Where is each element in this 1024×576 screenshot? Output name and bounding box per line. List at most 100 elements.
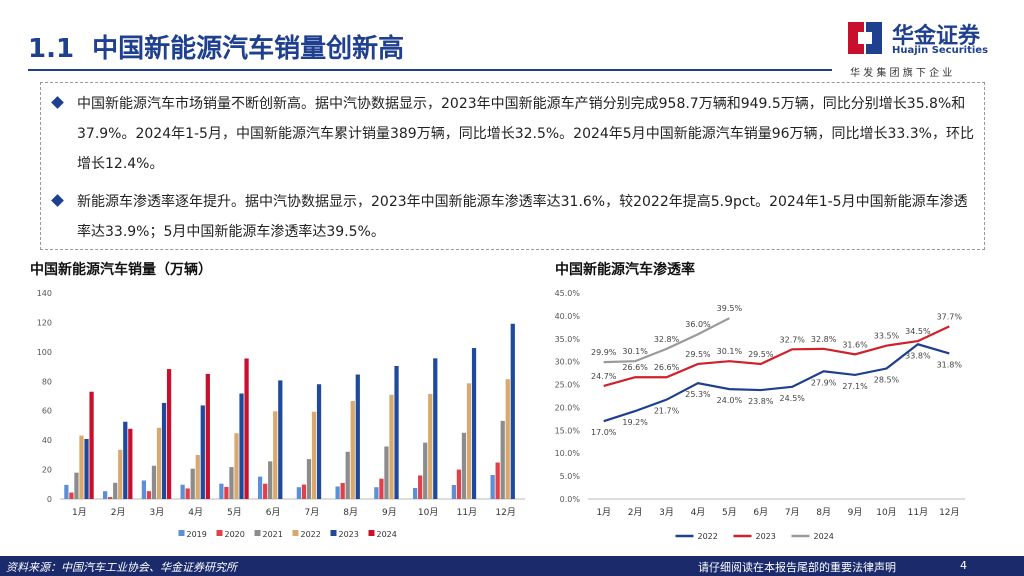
bar: [190, 468, 195, 499]
page-number: 4: [960, 559, 967, 572]
bar: [166, 369, 172, 499]
logo-en: Huajin Securities: [892, 45, 989, 56]
bar: [384, 446, 389, 499]
x-tick-label: 12月: [939, 507, 959, 518]
bar: [234, 433, 239, 499]
bar: [239, 393, 244, 499]
bar: [128, 428, 133, 499]
x-tick-label: 3月: [659, 507, 674, 518]
bar: [108, 497, 113, 499]
data-label: 30.1%: [717, 347, 743, 356]
bar: [374, 487, 379, 499]
y-tick-label: 40: [42, 436, 52, 445]
data-label: 24.5%: [779, 394, 805, 403]
header-title: 1.1 中国新能源汽车销量创新高: [28, 28, 404, 65]
bar: [495, 462, 500, 499]
chart-title: 中国新能源汽车渗透率: [555, 261, 695, 278]
y-tick-label: 80: [42, 377, 52, 386]
bar: [141, 480, 146, 499]
x-tick-label: 11月: [908, 507, 928, 518]
y-tick-label: 0.0%: [560, 495, 581, 504]
data-label: 26.6%: [622, 363, 648, 372]
x-tick-label: 4月: [188, 507, 203, 518]
bar: [428, 393, 433, 499]
bar: [345, 451, 350, 499]
legend-swatch: [292, 530, 299, 536]
data-label: 25.3%: [685, 390, 711, 399]
data-label: 32.8%: [654, 335, 680, 344]
legend-label: 2021: [263, 530, 283, 539]
bar: [200, 405, 205, 499]
title: 中国新能源汽车销量创新高: [92, 34, 405, 64]
y-tick-label: 5.0%: [560, 472, 581, 481]
data-label: 24.0%: [717, 396, 743, 405]
header-rule: [28, 69, 832, 71]
data-label: 21.7%: [654, 407, 680, 416]
bar: [268, 461, 273, 499]
legend-label: 2020: [225, 530, 245, 539]
data-label: 27.9%: [811, 378, 837, 387]
legend-swatch: [216, 530, 223, 536]
x-tick-label: 7月: [305, 507, 320, 518]
bar: [69, 492, 74, 499]
logo-mark: [848, 22, 882, 54]
data-label: 32.7%: [779, 335, 805, 344]
y-tick-label: 40.0%: [555, 312, 581, 321]
legend-swatch: [254, 530, 261, 536]
bar: [146, 491, 152, 499]
charts: 中国新能源汽车销量（万辆） 0 20 40 60 80 100 120 140 1月 2月 3月 4月 5…: [30, 261, 965, 541]
bar: [123, 421, 128, 499]
y-tick-label: 15.0%: [555, 426, 581, 435]
bar: [84, 438, 89, 499]
legend-label: 2023: [756, 532, 776, 541]
y-tick-label: 10.0%: [555, 449, 581, 458]
bar: [74, 472, 79, 499]
legend-swatch: [368, 530, 375, 536]
data-label: 31.6%: [842, 340, 868, 349]
legend-label: 2023: [339, 530, 359, 539]
x-tick-label: 1月: [596, 507, 611, 518]
bar: [185, 488, 190, 499]
x-tick-label: 11月: [457, 507, 477, 518]
bar: [413, 487, 418, 499]
data-label: 24.7%: [591, 372, 617, 381]
line: [603, 343, 950, 423]
bar: [433, 358, 438, 499]
bar: [500, 420, 505, 499]
section-number: 1.1: [28, 34, 75, 64]
bar: [151, 465, 157, 499]
data-label: 31.8%: [937, 360, 963, 369]
x-tick-label: 9月: [848, 507, 863, 518]
legend-label: 2022: [301, 530, 321, 539]
legend-label: 2019: [187, 530, 207, 539]
bar: [335, 486, 340, 499]
x-tick-label: 2月: [628, 507, 643, 518]
data-label: 34.5%: [905, 327, 931, 336]
data-label: 30.1%: [622, 347, 648, 356]
bullet: 新能源车渗透率逐年提升。据中汽协数据显示，2023年中国新能源车渗透率达31.6…: [51, 187, 977, 247]
bar: [161, 402, 167, 499]
y-tick-label: 20.0%: [555, 403, 581, 412]
data-label: 17.0%: [591, 428, 617, 437]
x-tick-label: 2月: [111, 507, 126, 518]
bar: [273, 411, 278, 499]
legend-swatch: [330, 530, 337, 536]
data-label: 32.8%: [811, 335, 837, 344]
x-tick-label: 10月: [876, 507, 896, 518]
x-tick-label: 5月: [227, 507, 242, 518]
x-tick-label: 6月: [753, 507, 768, 518]
data-label: 23.8%: [748, 397, 774, 406]
chart-title: 中国新能源汽车销量（万辆）: [30, 261, 212, 278]
data-label: 29.9%: [591, 348, 617, 357]
y-tick-label: 25.0%: [555, 381, 581, 390]
x-tick-label: 4月: [691, 507, 706, 518]
bar: [180, 484, 185, 499]
bar: [244, 358, 249, 499]
logo-text: 华金证券: [892, 24, 981, 49]
y-tick-label: 120: [37, 318, 52, 327]
bar: [355, 374, 360, 499]
bar: [278, 380, 283, 499]
bar: [195, 455, 200, 499]
bar: [103, 491, 108, 499]
